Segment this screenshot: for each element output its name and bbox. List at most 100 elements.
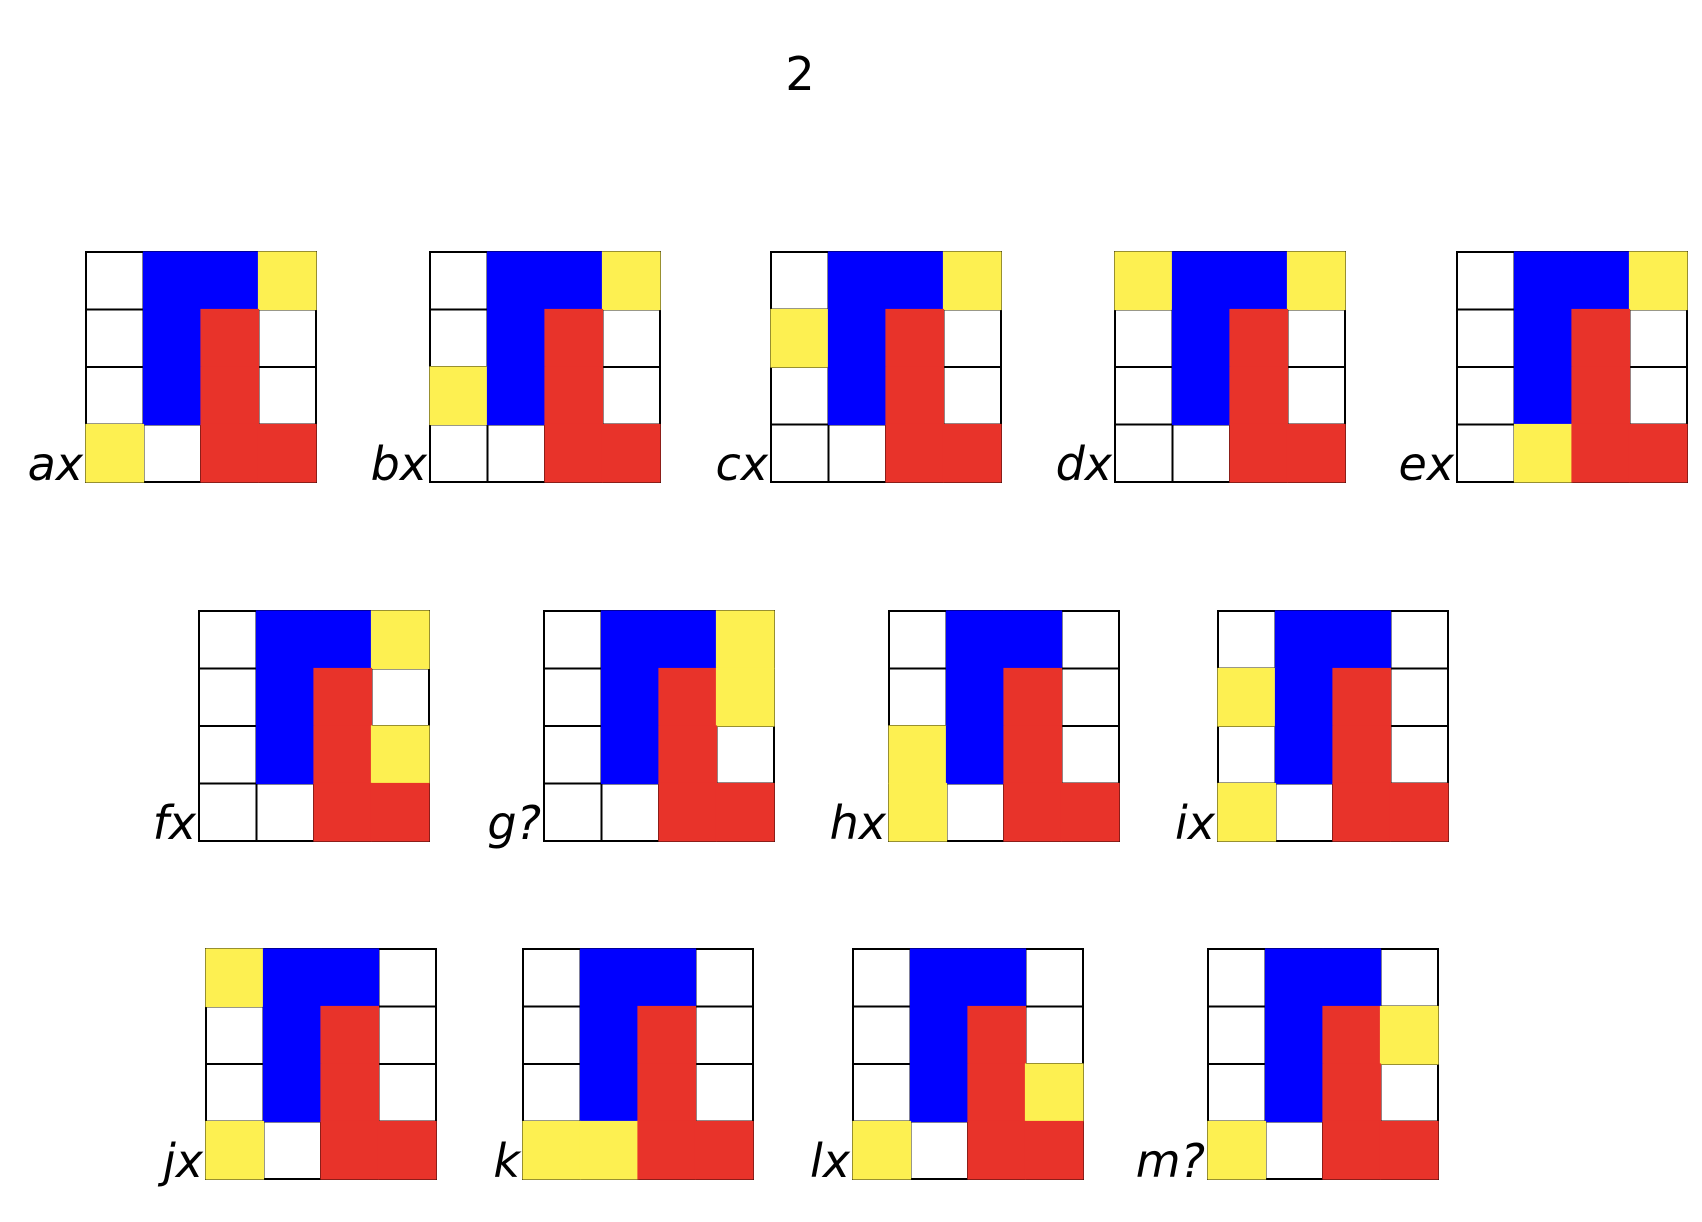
yellow-cell [1379,1005,1439,1065]
grid-label: g? [487,796,541,850]
blue-cell [262,1005,322,1065]
grid-cell [1379,948,1439,1008]
grid-label: fx [153,796,197,850]
grid-cell [1024,1005,1084,1065]
grid-cell [1060,667,1120,727]
grid-cell [888,610,948,670]
red-cell [313,667,373,727]
blue-cell [637,948,697,1008]
blue-cell [579,1005,639,1065]
grid-cell [1456,423,1516,483]
grid-5: fx [153,610,430,850]
blue-cell [600,725,660,785]
red-cell [544,308,604,368]
grid-label: hx [830,796,887,850]
red-cell [942,423,1002,483]
red-cell [370,782,430,842]
blue-cell [255,725,315,785]
yellow-cell [1217,667,1277,727]
yellow-cell [770,308,830,368]
red-cell [1003,725,1063,785]
red-cell [637,1120,697,1180]
red-cell [658,667,718,727]
red-cell [967,1120,1027,1180]
red-cell [885,423,945,483]
grid-2: cx [715,251,1002,491]
grid-label: ax [28,437,84,491]
yellow-cell [1114,251,1174,311]
grid-cell [852,948,912,1008]
blue-cell [1513,308,1573,368]
blue-cell [142,308,202,368]
grid-cell [1060,610,1120,670]
grid-cell [1456,308,1516,368]
red-cell [1322,1005,1382,1065]
grid-cell [262,1120,322,1180]
grid-cell [770,251,830,311]
blue-cell [967,948,1027,1008]
blue-cell [1274,667,1334,727]
blue-cell [1003,610,1063,670]
blue-cell [486,251,546,311]
blue-cell [945,725,1005,785]
grid-cell [852,1005,912,1065]
blue-cell [1571,251,1631,311]
yellow-cell [1024,1063,1084,1123]
blue-cell [1229,251,1289,311]
red-cell [1286,423,1346,483]
grid-0: ax [28,251,317,491]
grid-cell [255,782,315,842]
grid-12: m? [1136,948,1439,1188]
red-cell [1628,423,1688,483]
grid-cell [543,610,603,670]
red-cell [1322,1120,1382,1180]
blue-cell [827,366,887,426]
red-cell [1379,1120,1439,1180]
blue-cell [600,667,660,727]
red-cell [885,366,945,426]
grid-cell [1060,725,1120,785]
grid-label: k [493,1134,522,1188]
blue-cell [1332,610,1392,670]
grids-layer: ax bx cx dx ex fx g? hx ix jx k lx m? [28,251,1688,1188]
yellow-cell [888,782,948,842]
grid-label: ex [1398,437,1454,491]
yellow-cell [370,610,430,670]
grid-cell [205,1005,265,1065]
yellow-cell [579,1120,639,1180]
grid-cell [715,725,775,785]
red-cell [313,782,373,842]
grid-cell [945,782,1005,842]
blue-cell [320,948,380,1008]
grid-label: lx [810,1134,851,1188]
red-cell [200,366,260,426]
grid-cell [198,610,258,670]
red-cell [1229,366,1289,426]
grid-cell [1207,1063,1267,1123]
grid-cell [1207,1005,1267,1065]
blue-cell [1513,366,1573,426]
blue-cell [313,610,373,670]
grid-cell [601,308,661,368]
red-cell [320,1005,380,1065]
blue-cell [200,251,260,311]
grid-cell [1286,366,1346,426]
grid-10: k [493,948,754,1188]
blue-cell [579,1063,639,1123]
grid-cell [770,366,830,426]
blue-cell [262,1063,322,1123]
grid-cell [85,366,145,426]
grid-cell [85,251,145,311]
grid-cell [600,782,660,842]
grid-9: jx [157,948,437,1188]
blue-cell [827,251,887,311]
grid-cell [85,308,145,368]
grid-cell [1456,366,1516,426]
grid-cell [142,423,202,483]
grid-cell [1286,308,1346,368]
red-cell [1332,725,1392,785]
grid-cell [1389,725,1449,785]
red-cell [377,1120,437,1180]
red-cell [967,1005,1027,1065]
grid-cell [543,667,603,727]
